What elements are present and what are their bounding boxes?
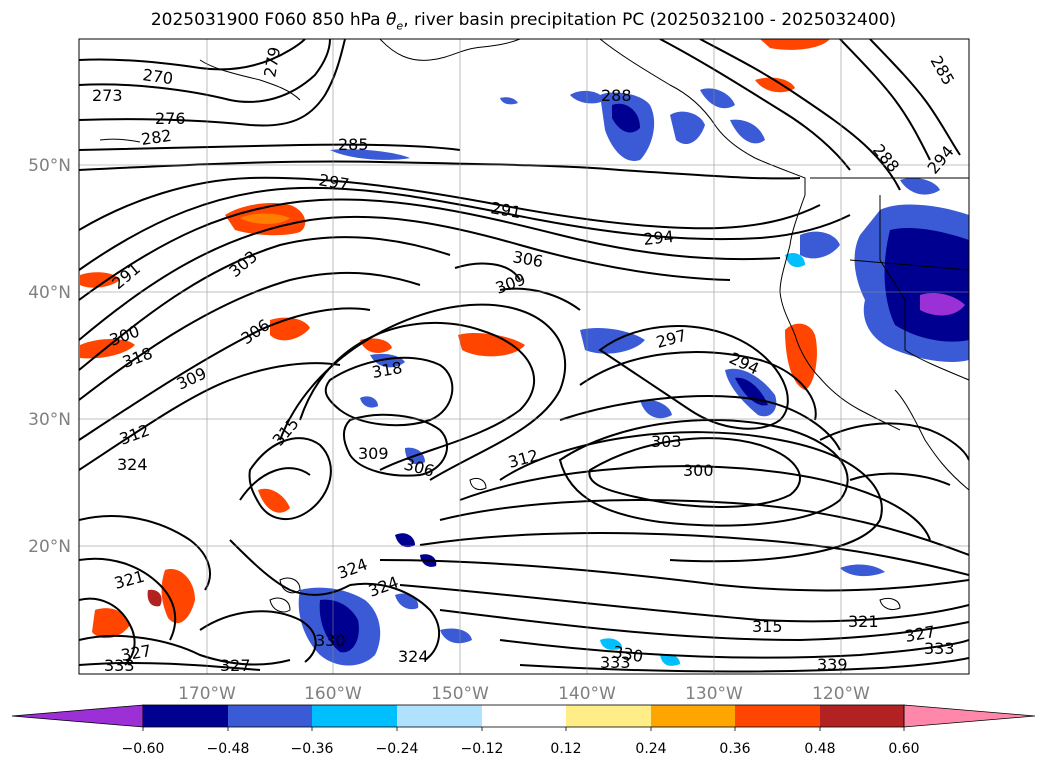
contour-label: 327 <box>220 656 251 675</box>
lat-label-30n: 30°N <box>28 410 71 430</box>
lon-label-130w: 130°W <box>685 684 743 704</box>
contour-label: 330 <box>315 631 346 650</box>
contour-label: 273 <box>92 86 123 105</box>
colorbar-tick-label: 0.24 <box>635 741 666 757</box>
colorbar-tick-label: 0.12 <box>550 741 581 757</box>
colorbar-extend-high <box>903 704 1036 728</box>
colorbar-tick-label: −0.24 <box>376 741 419 757</box>
colorbar-tick-label: 0.48 <box>804 741 835 757</box>
colorbar: −0.60 −0.48 −0.36 −0.24 −0.12 0.12 0.24 … <box>11 704 1036 757</box>
colorbar-tick-label: −0.36 <box>291 741 334 757</box>
contour-label: 270 <box>141 65 174 88</box>
contour-label: 339 <box>817 655 848 674</box>
gridlines <box>79 39 969 674</box>
lon-label-150w: 150°W <box>431 684 489 704</box>
colorbar-segment <box>566 705 651 727</box>
contour-label: 324 <box>117 455 148 474</box>
colorbar-segment <box>312 705 397 727</box>
lat-label-40n: 40°N <box>28 283 71 303</box>
colorbar-segment <box>820 705 904 727</box>
lat-label-20n: 20°N <box>28 537 71 557</box>
lon-label-140w: 140°W <box>558 684 616 704</box>
colorbar-segment <box>651 705 735 727</box>
contour-label: 288 <box>601 86 632 105</box>
contour-label: 285 <box>338 135 369 154</box>
lon-label-170w: 170°W <box>178 684 236 704</box>
contour-label: 300 <box>683 461 714 480</box>
colorbar-segment <box>397 705 482 727</box>
contour-label: 324 <box>398 647 429 666</box>
colorbar-tick-label: −0.60 <box>122 741 165 757</box>
colorbar-tick-label: −0.12 <box>461 741 504 757</box>
contour-label: 333 <box>600 653 631 672</box>
lon-axis-labels: 170°W 160°W 150°W 140°W 130°W 120°W <box>178 684 870 704</box>
contour-label: 333 <box>104 656 135 675</box>
map-panel <box>78 38 970 675</box>
contour-label: 294 <box>642 227 674 249</box>
contour-label: 282 <box>140 126 173 149</box>
colorbar-tick-label: 0.36 <box>719 741 750 757</box>
colorbar-segment <box>228 705 312 727</box>
contour-label: 303 <box>651 432 682 451</box>
theta-e-contours <box>79 39 969 673</box>
plot-title: 2025031900 F060 850 hPa θe, river basin … <box>150 10 897 33</box>
contour-label: 315 <box>752 617 783 636</box>
lat-axis-labels: 50°N 40°N 30°N 20°N <box>28 156 71 557</box>
colorbar-tick-label: −0.48 <box>207 741 250 757</box>
contour-label: 321 <box>848 612 879 631</box>
colorbar-segment <box>482 705 566 727</box>
contour-label: 333 <box>924 639 955 658</box>
colorbar-segment <box>735 705 820 727</box>
contour-label: 276 <box>155 109 186 128</box>
colorbar-extend-low <box>11 704 144 728</box>
coastlines <box>99 39 969 491</box>
fine-contours <box>269 477 901 613</box>
colorbar-segment <box>143 705 228 727</box>
colorbar-tick-label: 0.60 <box>888 741 919 757</box>
contour-label: 309 <box>358 444 389 463</box>
lat-label-50n: 50°N <box>28 156 71 176</box>
lon-label-160w: 160°W <box>304 684 362 704</box>
precip-shading <box>80 39 969 666</box>
lon-label-120w: 120°W <box>812 684 870 704</box>
